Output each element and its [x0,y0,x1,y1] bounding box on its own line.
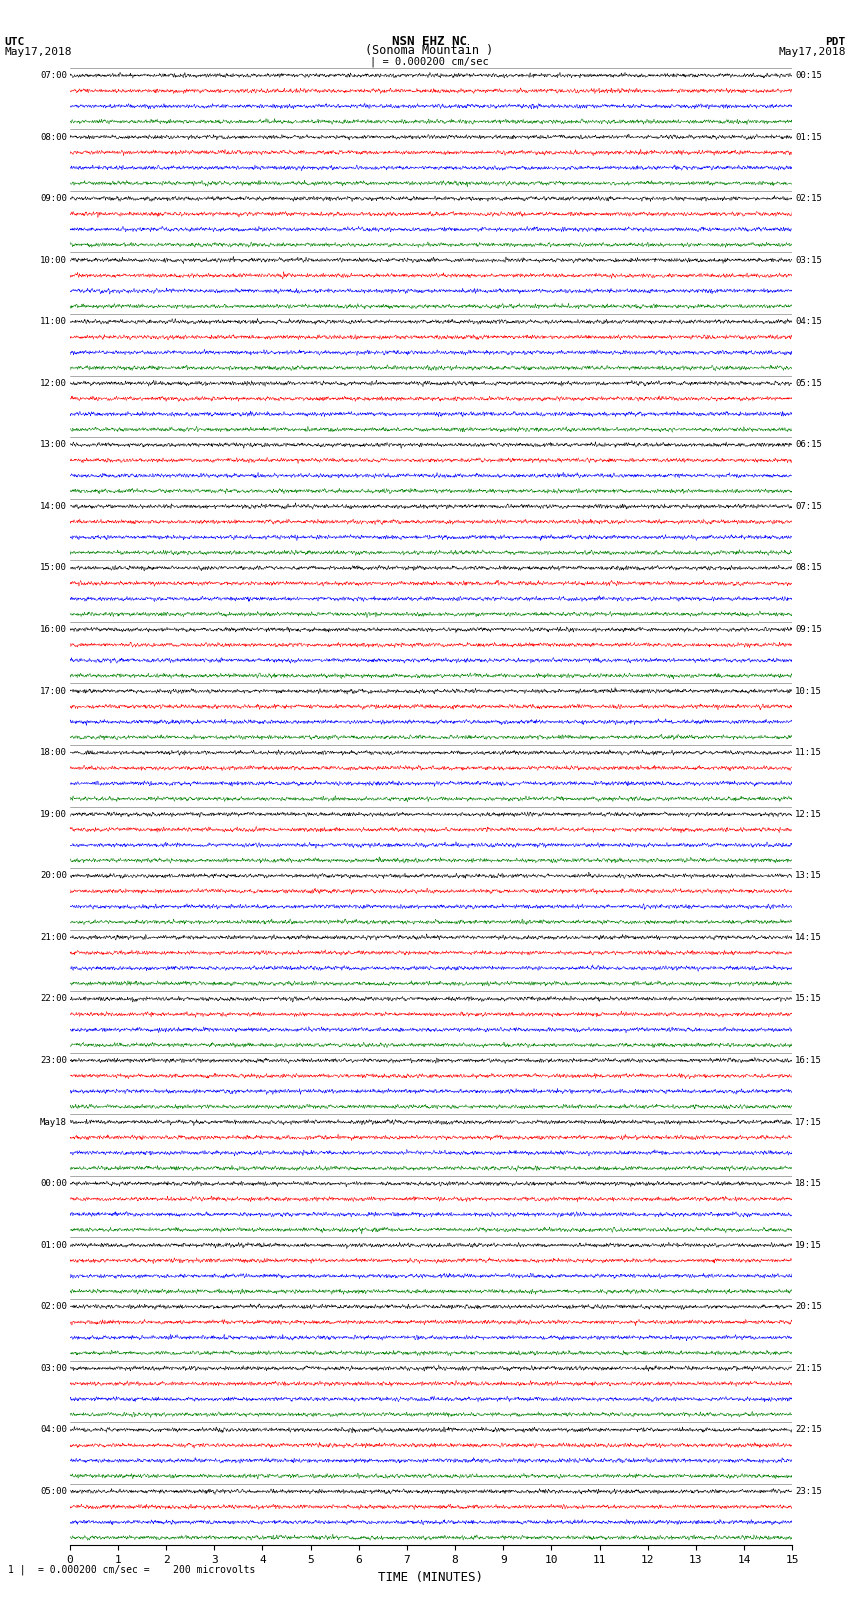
Text: 11:00: 11:00 [40,318,67,326]
Text: 20:15: 20:15 [795,1302,822,1311]
Text: 02:15: 02:15 [795,194,822,203]
Text: 16:00: 16:00 [40,624,67,634]
Text: 03:00: 03:00 [40,1363,67,1373]
Text: 15:00: 15:00 [40,563,67,573]
Text: 12:15: 12:15 [795,810,822,819]
Text: 18:15: 18:15 [795,1179,822,1189]
Text: (Sonoma Mountain ): (Sonoma Mountain ) [366,44,493,58]
Text: 10:00: 10:00 [40,255,67,265]
Text: 07:00: 07:00 [40,71,67,81]
Text: 10:15: 10:15 [795,687,822,695]
Text: 01:15: 01:15 [795,132,822,142]
Text: 20:00: 20:00 [40,871,67,881]
Text: 08:00: 08:00 [40,132,67,142]
Text: 21:15: 21:15 [795,1363,822,1373]
Text: 07:15: 07:15 [795,502,822,511]
Text: 01:00: 01:00 [40,1240,67,1250]
Text: 14:15: 14:15 [795,932,822,942]
Text: 18:00: 18:00 [40,748,67,756]
Text: 13:15: 13:15 [795,871,822,881]
Text: 09:00: 09:00 [40,194,67,203]
Text: 21:00: 21:00 [40,932,67,942]
Text: 19:15: 19:15 [795,1240,822,1250]
Text: May17,2018: May17,2018 [779,47,846,58]
Text: 1 |: 1 | [8,1565,26,1576]
Text: 14:00: 14:00 [40,502,67,511]
Text: 00:15: 00:15 [795,71,822,81]
Text: NSN EHZ NC: NSN EHZ NC [392,34,467,47]
Text: May17,2018: May17,2018 [4,47,71,58]
Text: 15:15: 15:15 [795,994,822,1003]
Text: 13:00: 13:00 [40,440,67,450]
Text: 16:15: 16:15 [795,1057,822,1065]
Text: 11:15: 11:15 [795,748,822,756]
Text: 23:15: 23:15 [795,1487,822,1495]
Text: 05:15: 05:15 [795,379,822,387]
Text: 02:00: 02:00 [40,1302,67,1311]
Text: 23:00: 23:00 [40,1057,67,1065]
Text: | = 0.000200 cm/sec: | = 0.000200 cm/sec [370,56,489,66]
Text: 17:15: 17:15 [795,1118,822,1126]
Text: 04:00: 04:00 [40,1426,67,1434]
Text: 19:00: 19:00 [40,810,67,819]
Text: 12:00: 12:00 [40,379,67,387]
Text: UTC: UTC [4,37,25,47]
Text: 06:15: 06:15 [795,440,822,450]
Text: 03:15: 03:15 [795,255,822,265]
Text: 17:00: 17:00 [40,687,67,695]
Text: 00:00: 00:00 [40,1179,67,1189]
Text: PDT: PDT [825,37,846,47]
Text: 04:15: 04:15 [795,318,822,326]
Text: 09:15: 09:15 [795,624,822,634]
Text: May18: May18 [40,1118,67,1126]
Text: = 0.000200 cm/sec =    200 microvolts: = 0.000200 cm/sec = 200 microvolts [38,1565,256,1574]
Text: 05:00: 05:00 [40,1487,67,1495]
Text: 08:15: 08:15 [795,563,822,573]
X-axis label: TIME (MINUTES): TIME (MINUTES) [378,1571,484,1584]
Text: 22:15: 22:15 [795,1426,822,1434]
Text: 22:00: 22:00 [40,994,67,1003]
